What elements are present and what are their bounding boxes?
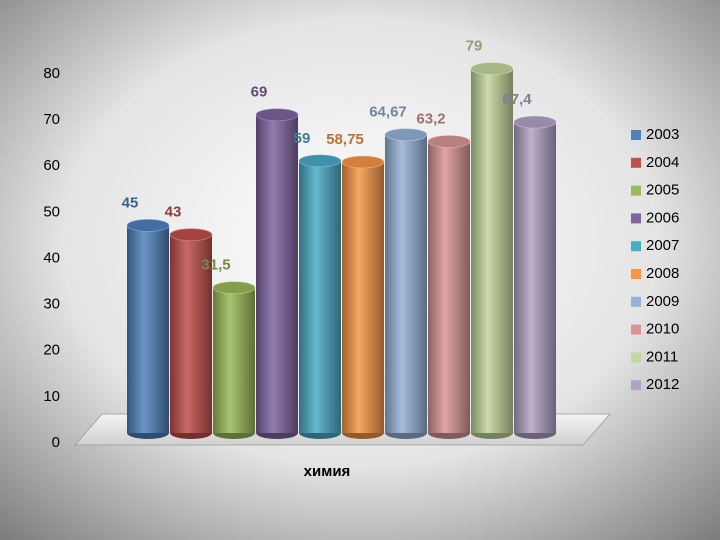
bar-top bbox=[384, 128, 428, 142]
bar-top bbox=[126, 219, 170, 232]
legend-label: 2010 bbox=[646, 321, 679, 338]
data-label: 64,67 bbox=[369, 104, 407, 121]
data-label: 43 bbox=[165, 204, 182, 221]
data-label: 69 bbox=[251, 84, 268, 101]
y-tick-label: 80 bbox=[43, 65, 60, 82]
bar-top bbox=[169, 228, 213, 241]
legend-label: 2006 bbox=[646, 209, 679, 226]
bar-top bbox=[255, 108, 299, 122]
legend-swatch bbox=[631, 213, 641, 224]
y-tick-label: 40 bbox=[43, 249, 60, 266]
bar bbox=[213, 287, 255, 433]
y-tick-label: 20 bbox=[43, 342, 60, 359]
legend-label: 2011 bbox=[646, 348, 678, 365]
legend-label: 2009 bbox=[646, 293, 679, 310]
legend-swatch bbox=[631, 352, 641, 363]
bar bbox=[342, 162, 384, 433]
legend-label: 2012 bbox=[646, 376, 679, 393]
y-tick-label: 10 bbox=[43, 388, 60, 405]
legend-swatch bbox=[631, 296, 641, 307]
legend-label: 2003 bbox=[646, 126, 679, 143]
bar-top bbox=[298, 154, 342, 168]
y-tick-label: 0 bbox=[52, 434, 60, 451]
bar bbox=[127, 225, 169, 433]
data-label: 79 bbox=[466, 38, 483, 55]
y-tick-label: 60 bbox=[43, 157, 60, 174]
bar bbox=[385, 134, 427, 433]
bar bbox=[170, 234, 212, 433]
legend-swatch bbox=[631, 324, 641, 335]
bar bbox=[299, 160, 341, 434]
legend-swatch bbox=[631, 269, 641, 279]
bar-top bbox=[341, 155, 385, 169]
legend-label: 2004 bbox=[646, 154, 679, 171]
legend-swatch bbox=[631, 157, 641, 168]
legend-label: 2005 bbox=[646, 182, 679, 199]
y-tick-label: 70 bbox=[43, 111, 60, 128]
data-label: 45 bbox=[122, 194, 139, 211]
bar bbox=[471, 68, 513, 434]
legend-label: 2008 bbox=[646, 265, 679, 282]
y-tick-label: 50 bbox=[43, 203, 60, 220]
bar-top bbox=[470, 62, 514, 75]
data-label: 67,4 bbox=[502, 91, 532, 108]
y-tick-label: 30 bbox=[43, 296, 60, 313]
bar bbox=[514, 122, 556, 434]
legend-label: 2007 bbox=[646, 237, 679, 254]
legend-swatch bbox=[631, 130, 641, 140]
bar-top bbox=[427, 135, 471, 148]
legend-swatch bbox=[631, 185, 641, 196]
legend-swatch bbox=[631, 241, 641, 252]
data-label: 63,2 bbox=[416, 110, 445, 127]
bar bbox=[256, 114, 298, 434]
legend-swatch bbox=[631, 380, 641, 391]
data-label: 59 bbox=[294, 130, 311, 147]
bar-top bbox=[212, 281, 256, 295]
data-label: 58,75 bbox=[326, 131, 364, 148]
x-tick-label: химия bbox=[304, 463, 351, 480]
bar bbox=[428, 141, 470, 434]
bar-top bbox=[513, 115, 557, 129]
data-label: 31,5 bbox=[201, 257, 230, 274]
